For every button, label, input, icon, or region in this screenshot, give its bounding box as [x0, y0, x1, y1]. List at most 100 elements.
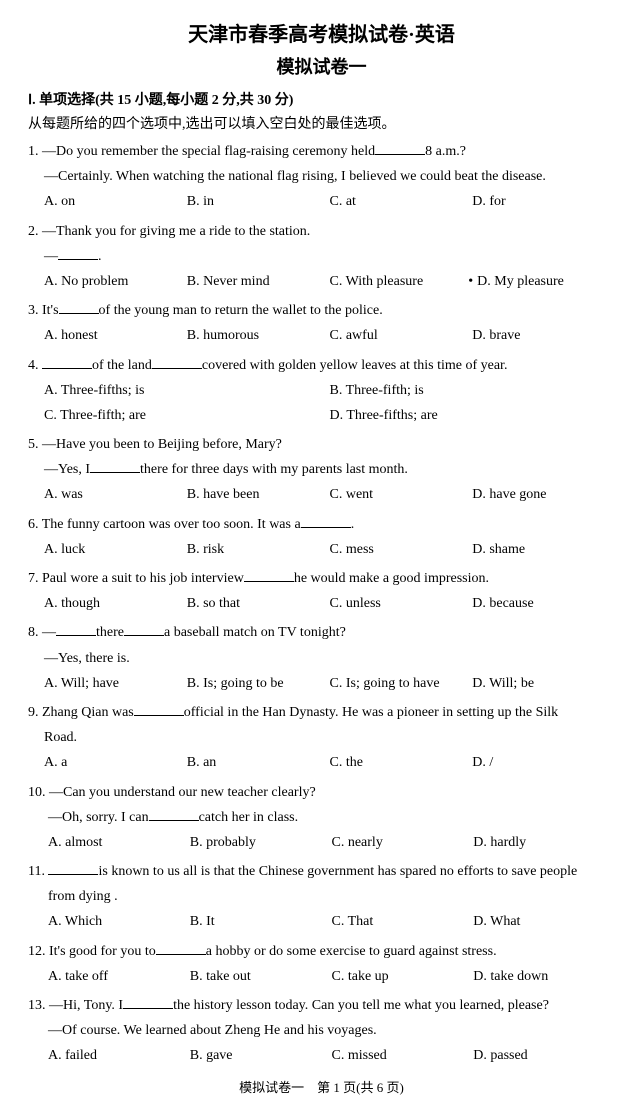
blank — [56, 623, 96, 636]
q7-opt-d: D. because — [472, 591, 615, 616]
q13-line1a: 13. —Hi, Tony. I — [28, 998, 123, 1013]
q4-line1c: covered with golden yellow leaves at thi… — [202, 358, 508, 373]
blank — [301, 515, 351, 528]
q3-line1b: of the young man to return the wallet to… — [99, 303, 383, 318]
q7-line1a: 7. Paul wore a suit to his job interview — [28, 571, 244, 586]
q5-opt-c: C. went — [330, 482, 473, 507]
question-12: 12. It's good for you toa hobby or do so… — [28, 939, 615, 989]
q8-line1c: a baseball match on TV tonight? — [164, 625, 346, 640]
q5-line2b: there for three days with my parents las… — [140, 462, 408, 477]
blank — [149, 808, 199, 821]
q12-line1b: a hobby or do some exercise to guard aga… — [206, 944, 497, 959]
q1-opt-d: D. for — [472, 189, 615, 214]
question-10: 10. —Can you understand our new teacher … — [28, 780, 615, 856]
q9-line1b: official in the Han Dynasty. He was a pi… — [184, 705, 558, 720]
blank — [134, 703, 184, 716]
sub-title: 模拟试卷一 — [28, 53, 615, 79]
q3-opt-d: D. brave — [472, 323, 615, 348]
q1-options: A. on B. in C. at D. for — [28, 189, 615, 214]
q8-line2: —Yes, there is. — [28, 646, 615, 671]
q10-opt-a: A. almost — [48, 830, 190, 855]
q4-options-row1: A. Three-fifths; is B. Three-fifth; is — [28, 378, 615, 403]
q11-opt-b: B. It — [190, 909, 332, 934]
q4-opt-c: C. Three-fifth; are — [44, 403, 330, 428]
q11-line1a: 11. — [28, 864, 48, 879]
blank — [124, 623, 164, 636]
blank — [375, 142, 425, 155]
q11-opt-d: D. What — [473, 909, 615, 934]
q5-line1: 5. —Have you been to Beijing before, Mar… — [28, 432, 615, 457]
exam-page: 天津市春季高考模拟试卷·英语 模拟试卷一 Ⅰ. 单项选择(共 15 小题,每小题… — [0, 0, 643, 1106]
q7-options: A. though B. so that C. unless D. becaus… — [28, 591, 615, 616]
q9-line2: Road. — [28, 725, 615, 750]
q2-line2b: . — [98, 249, 102, 264]
q7-opt-a: A. though — [44, 591, 187, 616]
q13-opt-a: A. failed — [48, 1043, 190, 1068]
q4-options-row2: C. Three-fifth; are D. Three-fifths; are — [28, 403, 615, 428]
blank — [48, 862, 98, 875]
q10-line1: 10. —Can you understand our new teacher … — [28, 780, 615, 805]
q3-opt-a: A. honest — [44, 323, 187, 348]
q5-opt-a: A. was — [44, 482, 187, 507]
blank — [90, 460, 140, 473]
q4-opt-d: D. Three-fifths; are — [330, 403, 616, 428]
page-footer: 模拟试卷一 第 1 页(共 6 页) — [28, 1077, 615, 1096]
q12-opt-b: B. take out — [190, 964, 332, 989]
q5-opt-d: D. have gone — [472, 482, 615, 507]
q1-opt-c: C. at — [330, 189, 473, 214]
q6-opt-d: D. shame — [472, 537, 615, 562]
section-heading: Ⅰ. 单项选择(共 15 小题,每小题 2 分,共 30 分) — [28, 89, 615, 109]
question-5: 5. —Have you been to Beijing before, Mar… — [28, 432, 615, 508]
question-7: 7. Paul wore a suit to his job interview… — [28, 566, 615, 616]
q13-opt-b: B. gave — [190, 1043, 332, 1068]
q5-options: A. was B. have been C. went D. have gone — [28, 482, 615, 507]
q11-line2: from dying . — [28, 884, 615, 909]
q10-line2a: —Oh, sorry. I can — [48, 810, 149, 825]
q13-opt-c: C. missed — [332, 1043, 474, 1068]
q13-options: A. failed B. gave C. missed D. passed — [28, 1043, 615, 1068]
q2-opt-a: A. No problem — [44, 269, 187, 294]
q4-line1b: of the land — [92, 358, 152, 373]
q10-options: A. almost B. probably C. nearly D. hardl… — [28, 830, 615, 855]
q8-opt-b: B. Is; going to be — [187, 671, 330, 696]
q5-opt-b: B. have been — [187, 482, 330, 507]
q7-opt-b: B. so that — [187, 591, 330, 616]
q8-opt-c: C. Is; going to have — [330, 671, 473, 696]
question-4: 4. of the landcovered with golden yellow… — [28, 353, 615, 429]
q12-opt-a: A. take off — [48, 964, 190, 989]
q7-line1b: he would make a good impression. — [294, 571, 489, 586]
q11-line1b: is known to us all is that the Chinese g… — [98, 864, 577, 879]
q4-opt-b: B. Three-fifth; is — [330, 378, 616, 403]
q12-opt-d: D. take down — [473, 964, 615, 989]
q13-line2: —Of course. We learned about Zheng He an… — [28, 1018, 615, 1043]
instruction-text: 从每题所给的四个选项中,选出可以填入空白处的最佳选项。 — [28, 113, 615, 133]
question-6: 6. The funny cartoon was over too soon. … — [28, 512, 615, 562]
q8-line1a: 8. — — [28, 625, 56, 640]
q6-opt-c: C. mess — [330, 537, 473, 562]
blank — [152, 356, 202, 369]
q1-opt-a: A. on — [44, 189, 187, 214]
q10-opt-c: C. nearly — [332, 830, 474, 855]
blank — [58, 247, 98, 260]
q2-opt-d: D. My pleasure — [477, 274, 564, 289]
q2-line1: 2. —Thank you for giving me a ride to th… — [28, 219, 615, 244]
question-13: 13. —Hi, Tony. I the history lesson today… — [28, 993, 615, 1069]
q7-opt-c: C. unless — [330, 591, 473, 616]
q2-line2a: — — [44, 249, 58, 264]
q6-options: A. luck B. risk C. mess D. shame — [28, 537, 615, 562]
blank — [42, 356, 92, 369]
q9-opt-b: B. an — [187, 750, 330, 775]
q1-line1a: 1. —Do you remember the special flag-rai… — [28, 144, 375, 159]
q9-opt-c: C. the — [330, 750, 473, 775]
blank — [59, 301, 99, 314]
q3-options: A. honest B. humorous C. awful D. brave — [28, 323, 615, 348]
q10-opt-b: B. probably — [190, 830, 332, 855]
q6-line1b: . — [351, 517, 355, 532]
q2-options: A. No problem B. Never mind C. With plea… — [28, 269, 615, 294]
q8-options: A. Will; have B. Is; going to be C. Is; … — [28, 671, 615, 696]
blank — [156, 942, 206, 955]
q13-line1b: the history lesson today. Can you tell m… — [173, 998, 549, 1013]
q3-opt-b: B. humorous — [187, 323, 330, 348]
q2-opt-c: C. With pleasure — [330, 269, 473, 294]
dot-icon: • — [468, 274, 473, 289]
